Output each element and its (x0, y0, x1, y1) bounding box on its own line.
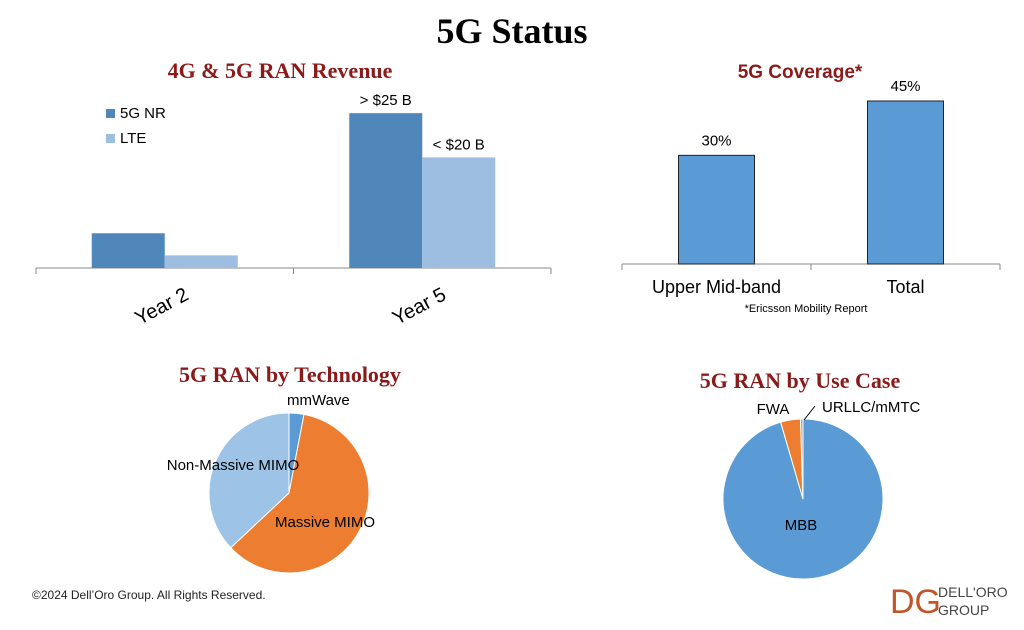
pie-label: Non-Massive MIMO (167, 457, 300, 474)
legend-swatch (106, 109, 115, 118)
x-tick-label: Upper Mid-band (652, 277, 781, 297)
bar-lte-year-2 (164, 255, 238, 268)
logo-line2: GROUP (938, 602, 989, 618)
pie-label: MBB (785, 517, 818, 534)
pie-label: Massive MIMO (275, 514, 375, 531)
data-label: > $25 B (360, 92, 412, 109)
pie-label: URLLC/mMTC (822, 399, 921, 416)
bar-5g-nr-year-5 (349, 113, 423, 268)
legend-label: 5G NR (120, 105, 166, 122)
bar-5g-nr-year-2 (91, 233, 165, 268)
coverage-chart-title: 5G Coverage* (737, 62, 863, 83)
pie-slice-massive-mimo (229, 413, 370, 574)
delloro-logo: DG DELL'ORO GROUP (890, 583, 1008, 620)
logo-line1: DELL'ORO (938, 584, 1008, 600)
data-label: < $20 B (433, 136, 485, 153)
pie-slice-urllc-mmtc (799, 418, 804, 500)
legend-label: LTE (120, 130, 146, 147)
bar-upper-mid-band (678, 154, 755, 265)
data-label: 45% (890, 78, 920, 95)
bar-total (867, 100, 944, 265)
technology-chart-title: 5G RAN by Technology (179, 362, 401, 387)
pie-slice-non-massive-mimo (208, 412, 290, 549)
pie-label: FWA (757, 401, 790, 418)
logo-mark: DG (890, 583, 941, 620)
use-case-chart-title: 5G RAN by Use Case (699, 368, 901, 393)
bar-lte-year-5 (422, 157, 496, 268)
revenue-chart-title: 4G & 5G RAN Revenue (167, 58, 393, 83)
pie-label: mmWave (287, 392, 350, 409)
legend-swatch (106, 134, 115, 143)
x-tick-label: Total (886, 277, 924, 297)
data-label: 30% (701, 132, 731, 149)
footnote-text: *Ericsson Mobility Report (745, 303, 868, 315)
pie-leader-line (803, 405, 816, 421)
page-title: 5G Status (436, 11, 588, 51)
copyright-text: ©2024 Dell’Oro Group. All Rights Reserve… (32, 588, 266, 602)
